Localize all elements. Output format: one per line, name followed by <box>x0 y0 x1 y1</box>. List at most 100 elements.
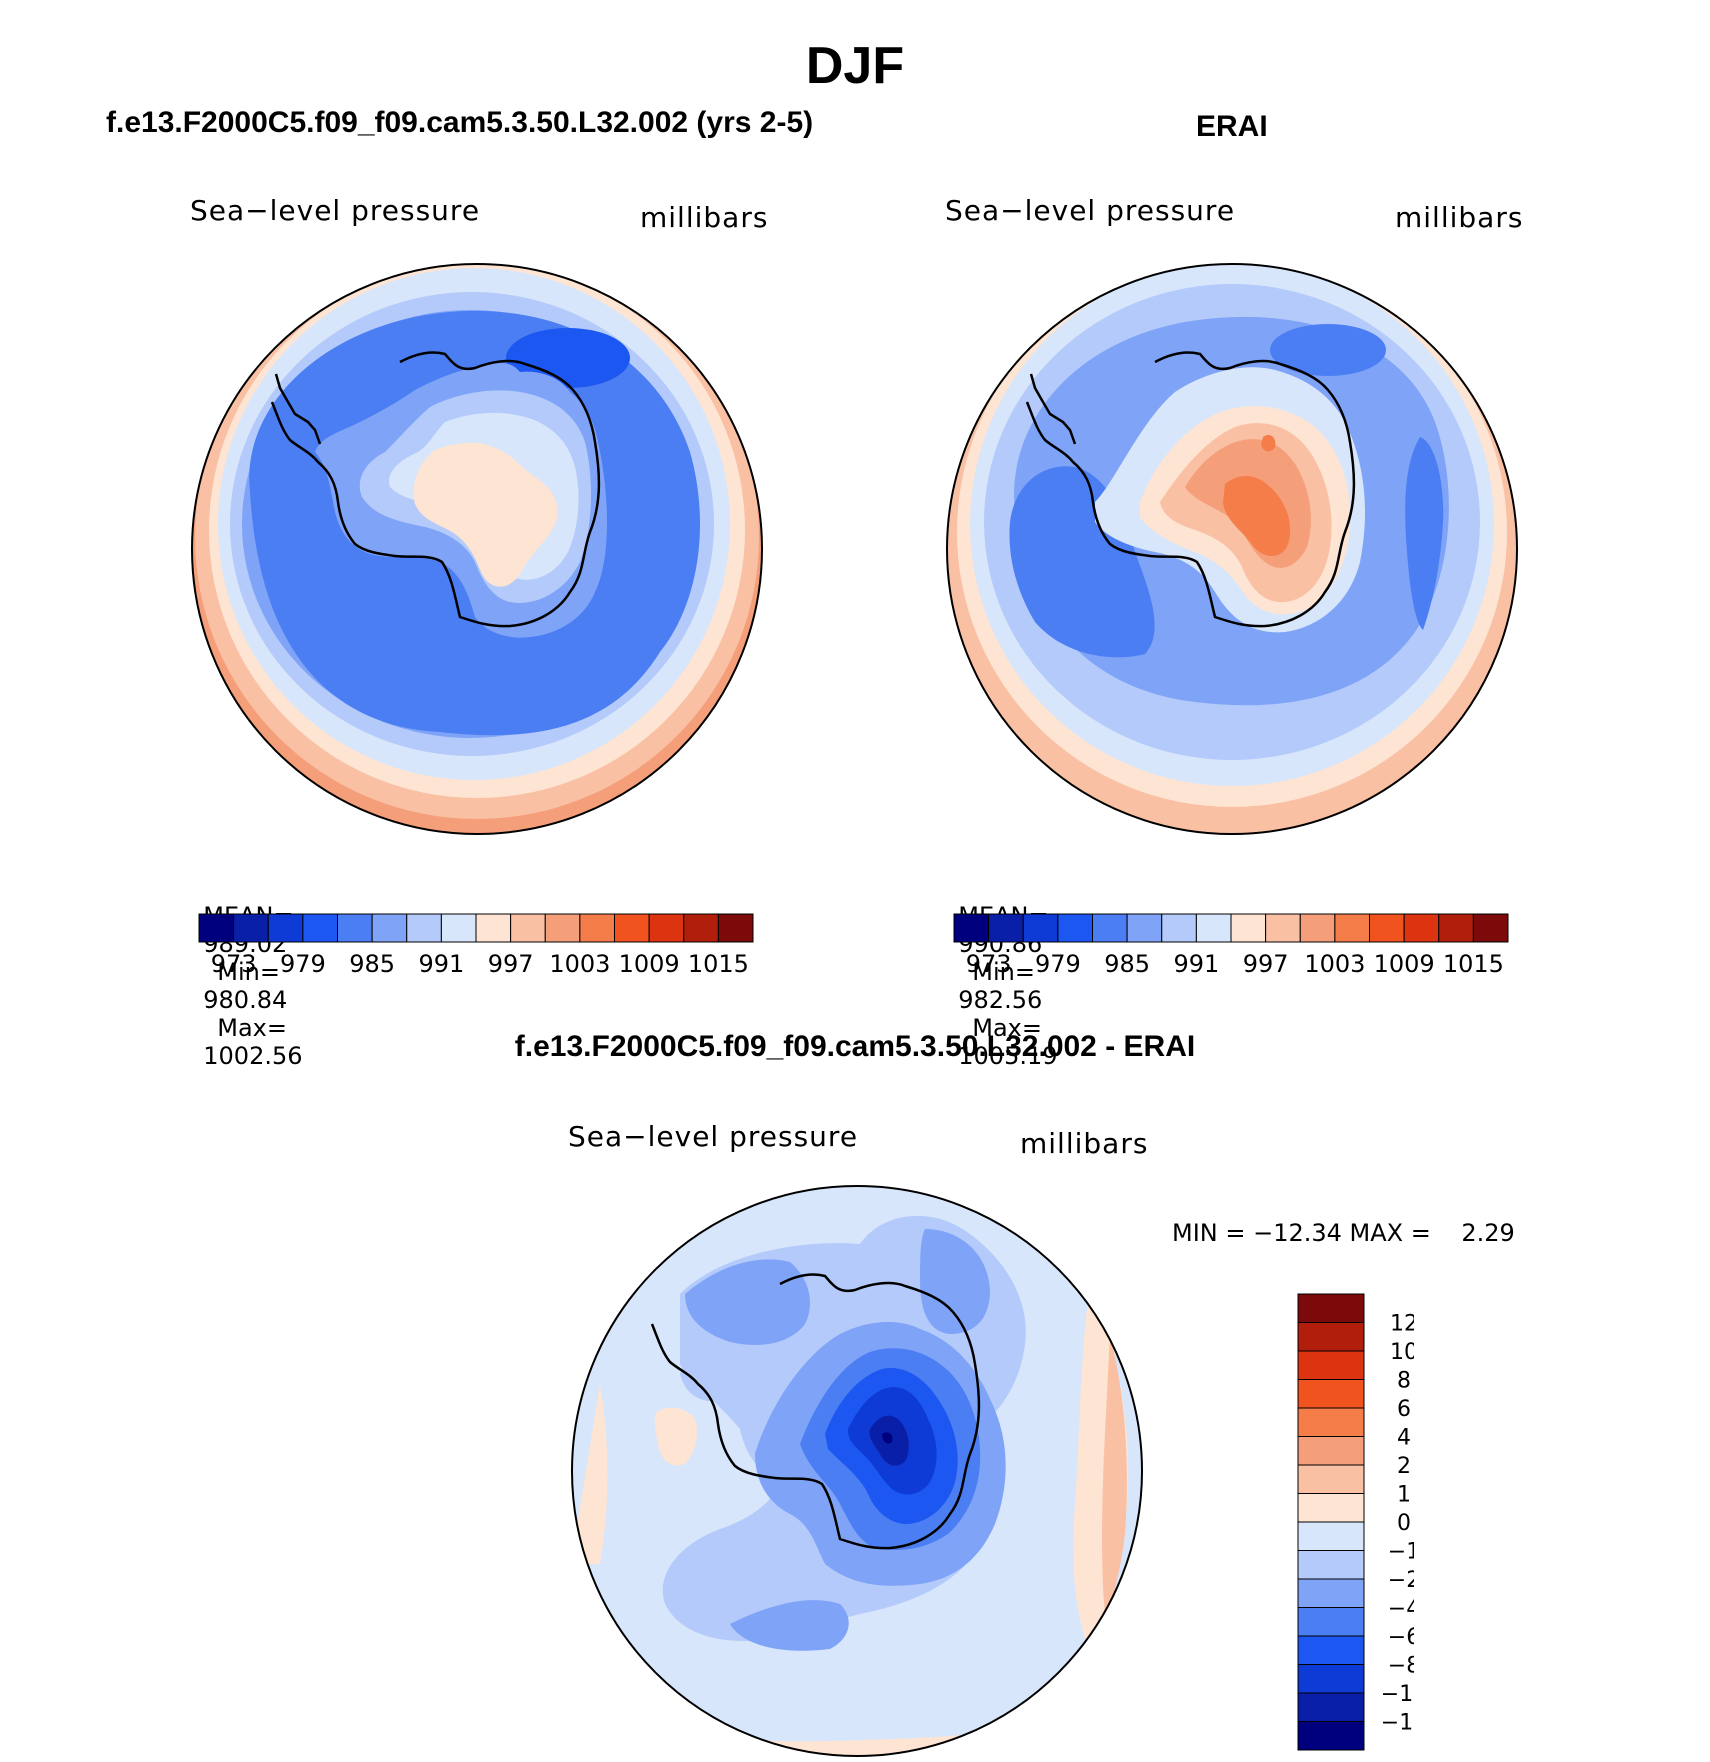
difference-colorbar-tick-label: −12 <box>1381 1711 1414 1736</box>
difference-colorbar-tick-label: 4 <box>1397 1426 1411 1451</box>
model-colorbar: 973 979 985 991 997 1003 1009 1015 <box>198 913 754 978</box>
model-colorbar-tick-label: 1003 <box>549 950 610 978</box>
model-colorbar-box <box>406 913 442 943</box>
obs-colorbar-box <box>1230 913 1267 943</box>
difference-colorbar-box <box>1297 1578 1365 1608</box>
model-min-label: Min= <box>217 958 280 986</box>
difference-colorbar-tick-label: −10 <box>1381 1682 1414 1707</box>
difference-colorbar-tick-label: −2 <box>1388 1568 1414 1593</box>
model-max-value: 1002.56 <box>203 1042 303 1070</box>
antarctica-coastline <box>1025 351 1356 628</box>
obs-colorbar-box <box>1126 913 1163 943</box>
difference-colorbar-box <box>1297 1493 1365 1523</box>
obs-colorbar-box <box>988 913 1024 943</box>
map-boundary <box>191 263 763 835</box>
figure-title: DJF <box>805 37 905 95</box>
obs-colorbar-box <box>1265 913 1301 943</box>
obs-colorbar-tick-label: 1015 <box>1443 950 1504 978</box>
model-colorbar-box <box>648 913 685 943</box>
obs-max-label: Max= <box>972 1014 1042 1042</box>
map-boundary <box>571 1185 1143 1757</box>
obs-colorbar-box <box>1438 913 1474 943</box>
obs-map <box>946 263 1518 835</box>
model-colorbar-box <box>198 913 235 943</box>
model-colorbar-box <box>233 913 269 943</box>
model-colorbar-tick-label: 1015 <box>688 950 749 978</box>
model-panel-title: f.e13.F2000C5.f09_f09.cam5.3.50.L32.002 … <box>106 106 814 139</box>
obs-colorbar-box <box>1334 913 1370 943</box>
difference-colorbar-tick-label: −6 <box>1388 1625 1414 1650</box>
map-boundary <box>946 263 1518 835</box>
difference-colorbar-tick-label: −1 <box>1388 1540 1414 1565</box>
peninsula-coastline <box>274 373 322 445</box>
model-colorbar-box <box>337 913 373 943</box>
contour-band <box>572 1384 608 1564</box>
difference-colorbar-box <box>1297 1407 1365 1437</box>
low-pressure-band <box>1405 437 1444 630</box>
model-colorbar-box <box>544 913 581 943</box>
model-min-value: 980.84 <box>203 986 288 1014</box>
obs-min-label: Min= <box>972 958 1035 986</box>
model-colorbar-box <box>717 913 754 943</box>
difference-panel-title: f.e13.F2000C5.f09_f09.cam5.3.50.L32.002 … <box>514 1030 1196 1063</box>
model-map <box>191 263 763 835</box>
model-colorbar-box <box>267 913 304 943</box>
difference-colorbar-tick-label: 12 <box>1390 1312 1414 1337</box>
model-colorbar-tick-label: 991 <box>418 950 464 978</box>
min-core <box>882 1432 893 1444</box>
obs-colorbar-box <box>1472 913 1509 943</box>
model-colorbar-tick-label: 979 <box>280 950 326 978</box>
low-pressure-core <box>1270 324 1386 376</box>
model-colorbar-tick-label: 997 <box>488 950 534 978</box>
difference-colorbar-tick-label: 10 <box>1390 1340 1414 1365</box>
difference-colorbar-tick-label: 8 <box>1397 1369 1411 1394</box>
model-colorbar-box <box>371 913 408 943</box>
model-colorbar-box <box>302 913 338 943</box>
difference-colorbar-tick-label: 6 <box>1397 1397 1411 1422</box>
obs-colorbar-box <box>1403 913 1440 943</box>
model-colorbar-box <box>579 913 615 943</box>
obs-colorbar-tick-label: 979 <box>1035 950 1081 978</box>
difference-colorbar-box <box>1297 1721 1365 1751</box>
contour-band <box>572 1186 630 1304</box>
obs-colorbar-tick-label: 997 <box>1243 950 1289 978</box>
contour-band <box>920 1229 990 1334</box>
difference-colorbar-box <box>1297 1521 1365 1551</box>
model-colorbar-box <box>510 913 546 943</box>
diff-variable-label: Sea−level pressure <box>568 1120 859 1153</box>
obs-colorbar-tick-label: 985 <box>1104 950 1150 978</box>
obs-max-value: 1005.19 <box>958 1042 1058 1070</box>
model-max-label: Max= <box>217 1014 287 1042</box>
contour-band <box>1102 1334 1127 1614</box>
difference-colorbar-tick-label: −8 <box>1388 1654 1414 1679</box>
diff-units-label: millibars <box>1020 1127 1149 1160</box>
antarctica-coastline <box>650 1273 981 1550</box>
difference-colorbar-box <box>1297 1379 1365 1409</box>
antarctica-coastline <box>270 351 601 628</box>
difference-colorbar-tick-label: 1 <box>1397 1483 1411 1508</box>
obs-colorbar-box <box>1195 913 1232 943</box>
obs-colorbar-box <box>953 913 990 943</box>
difference-colorbar-box <box>1297 1550 1365 1580</box>
difference-colorbar-box <box>1297 1436 1365 1466</box>
obs-colorbar-tick-label: 1009 <box>1374 950 1435 978</box>
positive-anomaly <box>654 1407 697 1466</box>
obs-colorbar-box <box>1057 913 1093 943</box>
model-colorbar-tick-label: 1009 <box>619 950 680 978</box>
contour-band <box>730 1600 849 1651</box>
model-units-label: millibars <box>640 201 769 234</box>
difference-colorbar-tick-label: −4 <box>1388 1597 1414 1622</box>
model-colorbar-box <box>475 913 512 943</box>
difference-colorbar-box <box>1297 1322 1365 1352</box>
obs-colorbar-box <box>1092 913 1128 943</box>
obs-colorbar-box <box>1022 913 1059 943</box>
high-pressure-core <box>413 442 558 587</box>
obs-colorbar-tick-label: 1003 <box>1304 950 1365 978</box>
obs-panel-title: ERAI <box>1196 110 1268 143</box>
model-colorbar-box <box>614 913 650 943</box>
obs-colorbar-tick-label: 973 <box>966 950 1012 978</box>
obs-min-value: 982.56 <box>958 986 1043 1014</box>
obs-variable-label: Sea−level pressure <box>945 194 1236 227</box>
obs-colorbar: 973 979 985 991 997 1003 1009 1015 <box>953 913 1509 978</box>
model-colorbar-box <box>440 913 477 943</box>
